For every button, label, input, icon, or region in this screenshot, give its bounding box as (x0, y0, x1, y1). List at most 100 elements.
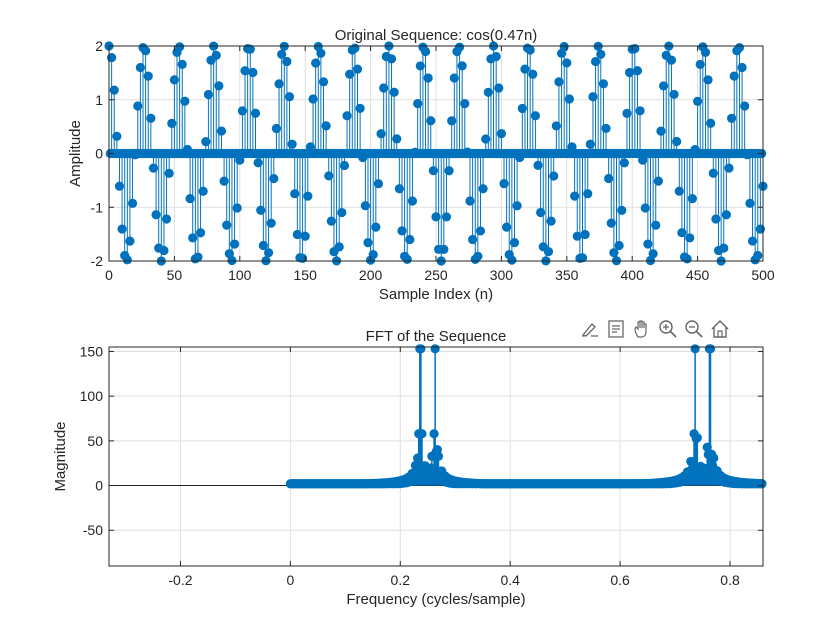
stem-marker (447, 116, 457, 126)
stem-marker (572, 231, 582, 241)
stem-marker (386, 54, 397, 64)
stem-marker (122, 255, 132, 265)
stem-marker (601, 123, 611, 134)
stem-marker (755, 224, 765, 234)
stem-marker (352, 64, 363, 74)
stem-marker (237, 106, 248, 116)
home-button[interactable] (708, 316, 732, 342)
stem-marker (543, 247, 554, 257)
stem-marker (394, 184, 404, 194)
stem-marker (117, 224, 127, 234)
stem-marker (337, 207, 347, 218)
stem-marker (266, 218, 276, 228)
stem-marker (669, 89, 679, 100)
stem-marker (632, 66, 643, 76)
stem-marker (528, 69, 538, 79)
stem-marker (685, 471, 695, 481)
chart-title: FFT of the Sequence (366, 328, 507, 345)
stem-marker (428, 464, 438, 474)
home-icon (711, 320, 729, 338)
stem-marker (588, 92, 598, 102)
stem-marker (439, 244, 449, 254)
stem-marker (481, 134, 491, 144)
stem-marker (570, 191, 580, 201)
stem-marker (433, 451, 444, 461)
stem-marker (146, 113, 156, 123)
stem-marker (292, 229, 302, 240)
stem-marker (702, 442, 712, 452)
zoom-in-button[interactable] (656, 316, 680, 342)
stem-marker (426, 116, 436, 126)
stem-marker (271, 123, 282, 134)
stem-marker (355, 103, 365, 113)
brush-icon (581, 323, 598, 337)
x-tick-label: 500 (751, 267, 775, 283)
stem-marker (502, 222, 512, 232)
stem-marker (300, 231, 310, 241)
zoom-out-button[interactable] (682, 316, 706, 342)
stem-marker (530, 111, 541, 121)
stem-marker (284, 92, 295, 102)
stem-marker (148, 163, 159, 173)
stem-marker (127, 198, 138, 208)
stem-marker (175, 42, 185, 52)
x-tick-label: 0.8 (720, 572, 740, 588)
stem-marker (496, 129, 506, 139)
y-tick-label: -50 (83, 522, 103, 538)
stem-marker (577, 253, 588, 263)
stem-marker (410, 460, 421, 471)
stem-marker (672, 136, 682, 147)
stem-marker (444, 166, 454, 176)
stem-marker (109, 85, 119, 95)
stem-marker (630, 44, 640, 54)
stem-marker (287, 139, 297, 149)
brush-button[interactable] (578, 316, 602, 342)
y-tick-label: 0 (95, 146, 103, 162)
x-axis-label: Frequency (cycles/sample) (346, 591, 525, 608)
pan-button[interactable] (630, 316, 654, 342)
stem-marker (107, 53, 117, 63)
axes-original-sequence: 0 50 100 150 200 250 300 350 400 450 500 -2 -1 0 1 2 Ori… (67, 27, 775, 303)
stem-marker (416, 344, 426, 354)
x-tick-label: 0.2 (391, 572, 411, 588)
stem-marker (656, 126, 666, 136)
stem-marker (141, 46, 151, 56)
stem-marker (321, 121, 331, 131)
stem-marker (245, 44, 255, 54)
stem-marker (454, 42, 465, 52)
data-tip-button[interactable] (604, 316, 628, 342)
stem-marker (250, 108, 261, 118)
stem-marker (425, 474, 435, 484)
stem-marker (282, 56, 292, 67)
stem-marker (415, 61, 425, 71)
stem-marker (203, 89, 214, 100)
stem-marker (263, 248, 274, 258)
stem-marker (687, 464, 697, 474)
stem-marker (721, 210, 731, 220)
stem-marker (248, 67, 258, 78)
series-fft (109, 344, 767, 489)
stem-marker (290, 189, 300, 199)
stem-marker (373, 179, 384, 189)
stem-marker (457, 61, 467, 71)
x-tick-label: 50 (167, 267, 183, 283)
y-tick-label: 100 (80, 388, 104, 404)
stem-marker (195, 228, 206, 238)
stem-marker (350, 43, 360, 53)
stem-marker (345, 69, 355, 79)
stem-marker (114, 181, 125, 191)
stem-marker (232, 203, 242, 213)
stem-marker (303, 191, 313, 201)
stem-marker (342, 111, 352, 121)
stem-marker (229, 239, 240, 249)
stem-marker (549, 171, 559, 181)
stem-marker (753, 250, 763, 261)
stem-marker (701, 467, 711, 477)
y-axis-label: Amplitude (67, 120, 84, 187)
stem-marker (430, 344, 440, 354)
zoom-in-icon (659, 320, 677, 338)
x-tick-label: 150 (294, 267, 318, 283)
stem-marker (711, 214, 721, 224)
stem-marker (757, 479, 767, 489)
stem-marker (465, 196, 475, 206)
